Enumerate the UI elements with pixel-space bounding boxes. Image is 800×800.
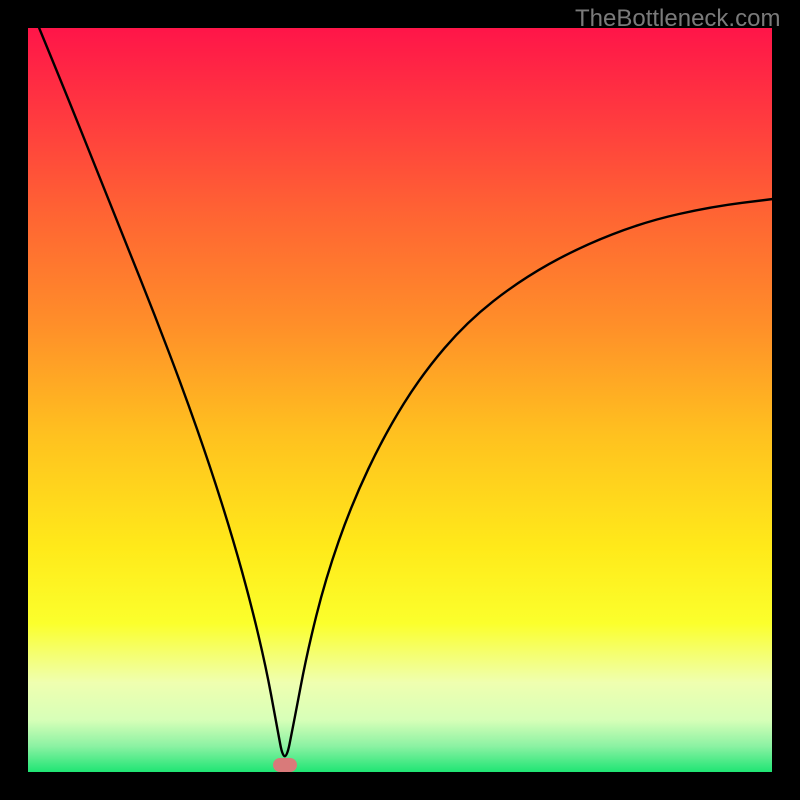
plot-area xyxy=(28,28,772,772)
optimal-point-marker xyxy=(273,758,297,772)
watermark-text: TheBottleneck.com xyxy=(575,5,780,33)
chart-frame: TheBottleneck.com xyxy=(0,0,800,800)
bottleneck-curve xyxy=(28,28,772,772)
